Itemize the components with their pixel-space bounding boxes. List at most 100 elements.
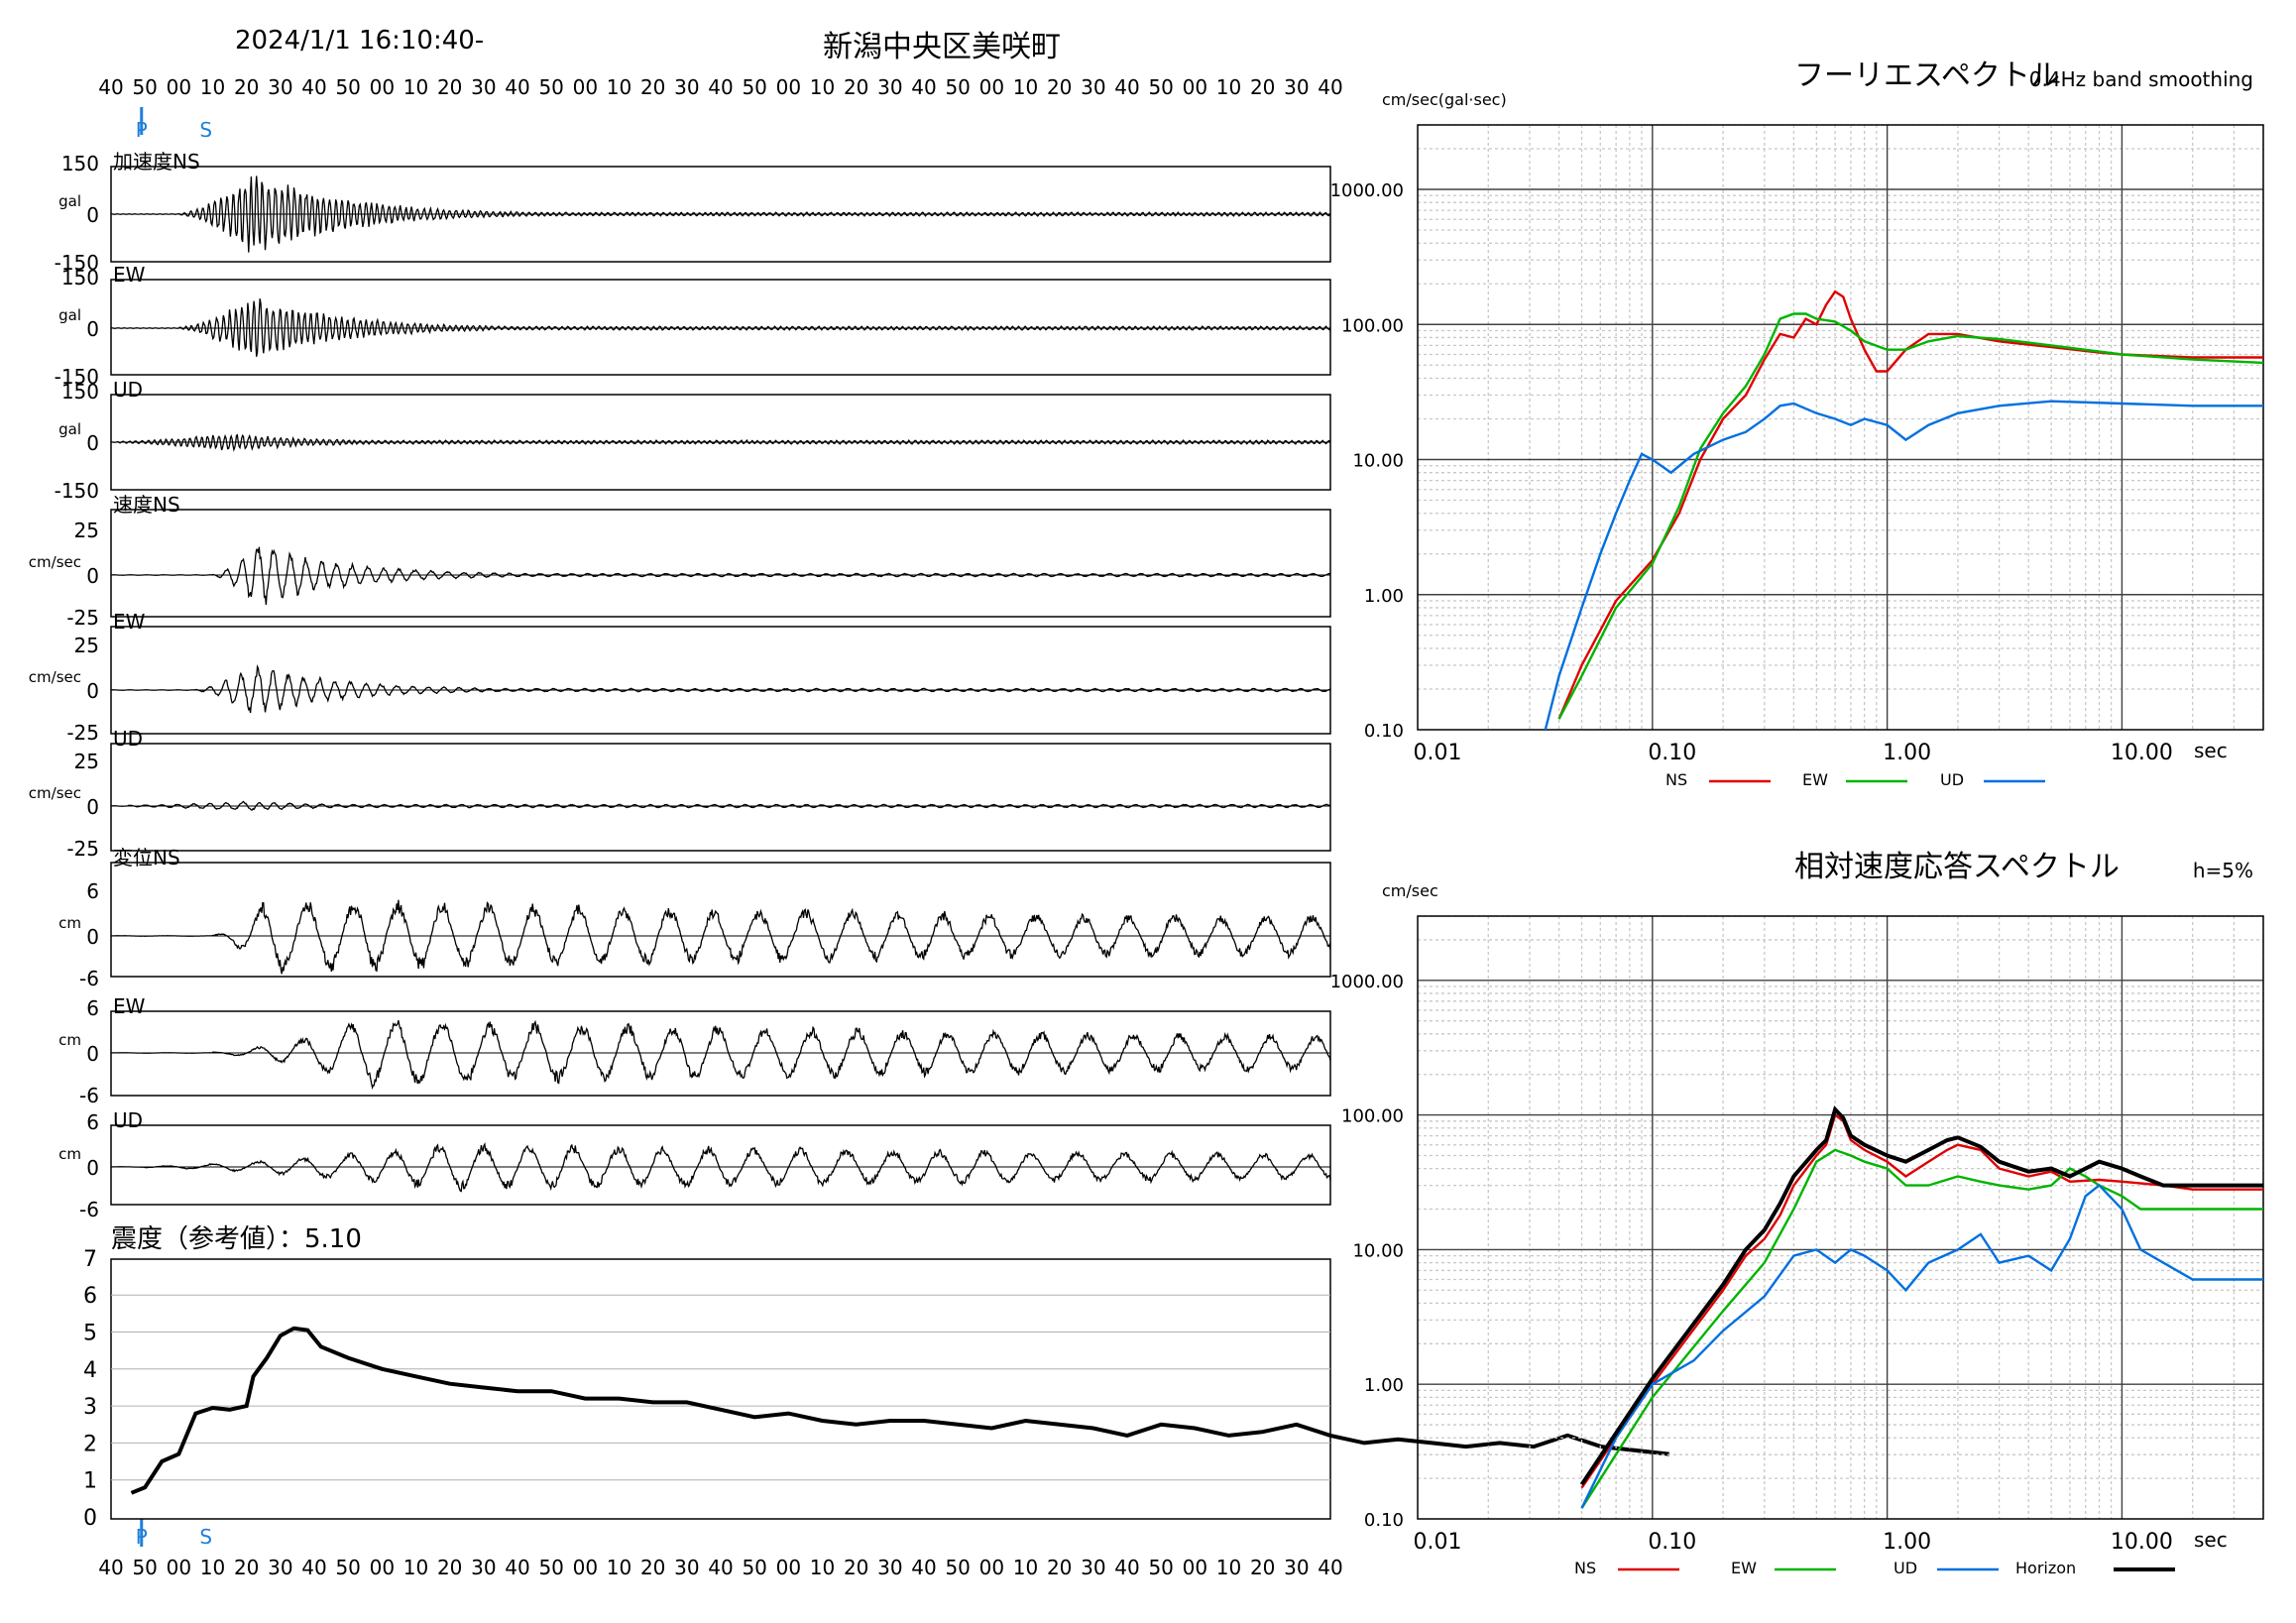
time-tick-label-top: 50 [1148,75,1173,99]
waveform-label: 変位NS [113,846,180,869]
intensity-frame [110,1258,1331,1520]
time-tick-label-bottom: 30 [471,1556,496,1579]
time-tick-label-top: 40 [708,75,733,99]
legend-label: NS [1665,770,1687,789]
s-wave-label: S [199,118,212,142]
time-tick-label-top: 30 [268,75,292,99]
time-tick-label-top: 30 [1284,75,1309,99]
time-tick-label-bottom: 00 [167,1556,191,1579]
spectrum-x-tick-label: 1.00 [1883,1530,1931,1555]
y-zero-label: 0 [86,564,99,588]
time-tick-label-top: 30 [877,75,902,99]
time-tick-label-bottom: 20 [234,1556,259,1579]
spectrum-y-tick-label: 1000.00 [1330,180,1404,201]
unit-label: gal [58,192,81,210]
unit-label: cm [58,1031,81,1049]
time-tick-label-bottom: 50 [1148,1556,1173,1579]
time-tick-label-top: 50 [742,75,766,99]
y-zero-label: 0 [86,925,99,949]
time-tick-label-bottom: 00 [776,1556,801,1579]
series-line-ns [1580,1112,2263,1489]
legend-label: EW [1802,770,1828,789]
waveform-label: 速度NS [113,493,180,517]
waveform-label: EW [113,994,146,1018]
time-tick-label-bottom: 00 [370,1556,395,1579]
intensity-y-label: 7 [83,1247,97,1272]
time-tick-label-top: 30 [471,75,496,99]
y-zero-label: 0 [86,1156,99,1180]
time-tick-label-bottom: 10 [607,1556,631,1579]
time-tick-label-bottom: 00 [1183,1556,1207,1579]
series-group [1579,1105,2263,1509]
spectrum-x-tick-label: 0.10 [1648,1530,1696,1555]
waveform-label: EW [113,610,146,634]
y-zero-label: 0 [86,679,99,703]
time-tick-label-top: 00 [573,75,598,99]
y-zero-label: 0 [86,317,99,341]
y-max-label: 150 [61,152,99,175]
unit-label: cm/sec [29,784,81,802]
time-tick-label-top: 30 [1081,75,1105,99]
spectrum-x-unit: sec [2194,739,2228,762]
spectrum-title: 相対速度応答スペクトル [1794,850,2120,884]
time-tick-label-bottom: 10 [200,1556,225,1579]
y-max-label: 150 [61,266,99,290]
spectrum-y-tick-label: 1.00 [1364,1375,1404,1396]
waveform-frame [110,1124,1331,1206]
time-tick-label-bottom: 40 [301,1556,326,1579]
y-min-label: -6 [79,967,99,990]
waveform-frame [110,626,1331,735]
y-min-label: -150 [55,479,99,503]
time-tick-label-top: 50 [945,75,970,99]
spectrum-y-tick-label: 100.00 [1341,315,1404,336]
legend-label: Horizon [2015,1559,2076,1577]
s-wave-label: S [199,1525,212,1549]
spectrum-unit: cm/sec [1382,881,1438,900]
time-tick-label-top: 20 [1250,75,1275,99]
y-max-label: 25 [74,750,99,773]
legend-label: NS [1574,1559,1596,1577]
y-zero-label: 0 [86,431,99,455]
time-tick-label-top: 10 [1216,75,1241,99]
spectrum-frame [1417,124,2264,731]
time-tick-label-bottom: 20 [437,1556,462,1579]
waveform-label: 加速度NS [113,150,200,174]
time-tick-label-top: 20 [437,75,462,99]
waveform-trace [111,546,1331,606]
time-tick-label-top: 40 [98,75,123,99]
spectrum-note: 0.4Hz band smoothing [2029,67,2253,91]
time-tick-label-bottom: 40 [98,1556,123,1579]
legend-label: UD [1894,1559,1917,1577]
spectrum-title: フーリエスペクトル [1794,58,2060,93]
time-tick-label-bottom: 30 [268,1556,292,1579]
intensity-y-label: 1 [83,1469,97,1494]
waveform-trace [111,1019,1331,1091]
time-tick-label-bottom: 50 [945,1556,970,1579]
y-max-label: 6 [86,1110,99,1134]
time-tick-label-bottom: 40 [1318,1556,1342,1579]
y-max-label: 6 [86,879,99,903]
unit-label: cm/sec [29,553,81,571]
spectrum-y-tick-label: 0.10 [1364,1510,1404,1531]
y-min-label: -150 [55,365,99,389]
waveform-frame [110,743,1331,852]
intensity-y-label: 4 [83,1358,97,1383]
time-tick-label-bottom: 30 [674,1556,699,1579]
time-tick-label-bottom: 10 [1013,1556,1038,1579]
series-line-ew [1580,1148,2263,1509]
time-tick-label-top: 20 [1047,75,1072,99]
time-tick-label-top: 10 [810,75,835,99]
intensity-y-label: 2 [83,1432,97,1456]
time-tick-label-bottom: 20 [1250,1556,1275,1579]
waveform-frame [110,279,1331,376]
series-line-ew [1557,312,2263,720]
time-tick-label-top: 00 [370,75,395,99]
series-group [1544,290,2263,730]
y-min-label: -25 [66,837,99,861]
time-tick-label-bottom: 10 [810,1556,835,1579]
time-tick-label-top: 00 [167,75,191,99]
spectrum-frame [1417,915,2264,1520]
y-min-label: -25 [66,721,99,745]
spectrum-x-tick-label: 10.00 [2111,1530,2173,1555]
waveform-trace [111,899,1331,975]
